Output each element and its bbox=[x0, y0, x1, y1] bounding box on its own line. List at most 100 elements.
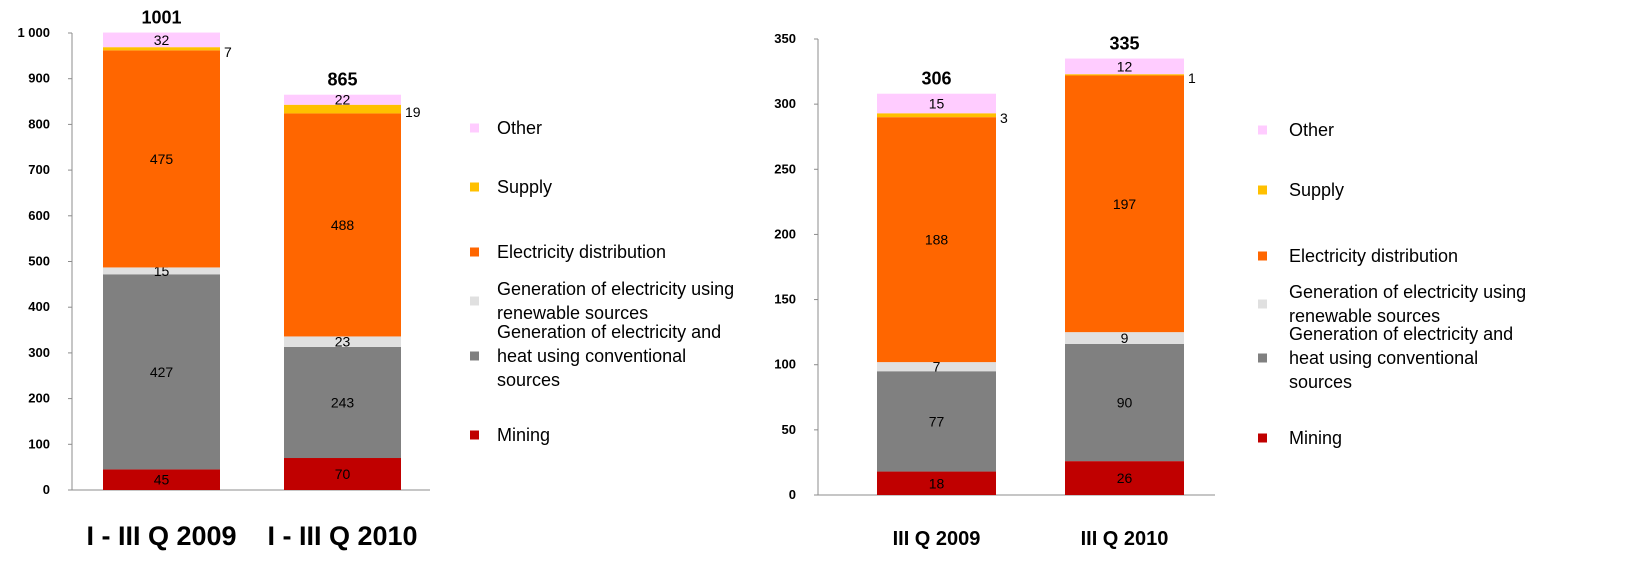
legend-swatch-generation-of-electricity-using-renewable-sources bbox=[1258, 299, 1267, 309]
legend-swatch-generation-of-electricity-using-renewable-sources bbox=[470, 296, 479, 306]
legend-label: renewable sources bbox=[497, 303, 648, 323]
y-tick-label: 800 bbox=[28, 116, 50, 131]
data-label: 26 bbox=[1117, 470, 1133, 486]
bar-segment-electricity-distribution bbox=[877, 117, 996, 363]
y-tick-label: 600 bbox=[28, 208, 50, 223]
legend-label: renewable sources bbox=[1289, 306, 1440, 326]
bar-segment-generation-of-electricity-and-heat-using-conventional-sources bbox=[877, 371, 996, 472]
category-label: III Q 2010 bbox=[1081, 528, 1169, 550]
legend-swatch-generation-of-electricity-and-heat-using-conventional-sources bbox=[470, 351, 479, 361]
data-label: 475 bbox=[150, 151, 174, 167]
total-label: 335 bbox=[1109, 34, 1139, 54]
total-label: 865 bbox=[327, 70, 357, 90]
data-label: 22 bbox=[335, 92, 351, 108]
data-label: 427 bbox=[150, 364, 174, 380]
data-label: 18 bbox=[929, 475, 945, 491]
bar-segment-supply bbox=[103, 47, 220, 51]
legend-swatch-other bbox=[1258, 125, 1267, 135]
legend-label: Generation of electricity and bbox=[497, 322, 721, 342]
bar-segment-supply bbox=[877, 113, 996, 118]
bar-segment-generation-of-electricity-and-heat-using-conventional-sources bbox=[284, 346, 401, 459]
bar-segment-mining bbox=[103, 469, 220, 490]
bar-segment-generation-of-electricity-and-heat-using-conventional-sources bbox=[103, 274, 220, 470]
data-label: 19 bbox=[405, 104, 421, 120]
data-label: 7 bbox=[224, 44, 232, 60]
data-label: 188 bbox=[925, 232, 949, 248]
category-label: I - III Q 2009 bbox=[86, 521, 236, 551]
data-label: 488 bbox=[331, 217, 355, 233]
bar-segment-other bbox=[103, 32, 220, 48]
bar-segment-other bbox=[877, 93, 996, 114]
legend-swatch-generation-of-electricity-and-heat-using-conventional-sources bbox=[1258, 353, 1267, 363]
bar-segment-generation-of-electricity-using-renewable-sources bbox=[284, 336, 401, 347]
data-label: 32 bbox=[154, 32, 170, 48]
legend-label: Mining bbox=[497, 425, 550, 445]
legend-swatch-supply bbox=[470, 182, 479, 192]
bar-segment-generation-of-electricity-using-renewable-sources bbox=[877, 362, 996, 372]
legend-label: Other bbox=[497, 118, 542, 138]
legend-label: Supply bbox=[1289, 180, 1344, 200]
data-label: 15 bbox=[929, 95, 945, 111]
legend-label: Mining bbox=[1289, 428, 1342, 448]
y-tick-label: 0 bbox=[43, 482, 50, 497]
data-label: 45 bbox=[154, 472, 170, 488]
data-label: 1 bbox=[1188, 70, 1196, 86]
bar-segment-generation-of-electricity-and-heat-using-conventional-sources bbox=[1065, 343, 1184, 462]
data-label: 3 bbox=[1000, 110, 1008, 126]
legend-label: heat using conventional bbox=[1289, 348, 1478, 368]
data-label: 77 bbox=[929, 413, 945, 429]
legend-label: Other bbox=[1289, 120, 1334, 140]
legend-label: Electricity distribution bbox=[1289, 246, 1458, 266]
y-tick-label: 0 bbox=[789, 487, 796, 502]
bar-segment-other bbox=[284, 94, 401, 105]
y-tick-label: 300 bbox=[28, 345, 50, 360]
y-tick-label: 200 bbox=[774, 226, 796, 241]
y-tick-label: 700 bbox=[28, 162, 50, 177]
y-tick-label: 250 bbox=[774, 161, 796, 176]
y-tick-label: 900 bbox=[28, 71, 50, 86]
legend-label: Supply bbox=[497, 177, 552, 197]
legend-swatch-other bbox=[470, 123, 479, 133]
legend-swatch-supply bbox=[1258, 185, 1267, 195]
bar-segment-mining bbox=[284, 458, 401, 490]
bar-segment-generation-of-electricity-using-renewable-sources bbox=[103, 267, 220, 275]
legend-swatch-electricity-distribution bbox=[470, 247, 479, 257]
data-label: 243 bbox=[331, 394, 355, 410]
data-label: 9 bbox=[1121, 330, 1129, 346]
legend-label: heat using conventional bbox=[497, 346, 686, 366]
legend-label: Generation of electricity and bbox=[1289, 324, 1513, 344]
y-tick-label: 100 bbox=[774, 357, 796, 372]
y-tick-label: 50 bbox=[782, 422, 796, 437]
bar-segment-mining bbox=[1065, 461, 1184, 495]
bar-segment-generation-of-electricity-using-renewable-sources bbox=[1065, 332, 1184, 344]
y-tick-label: 100 bbox=[28, 436, 50, 451]
y-tick-label: 300 bbox=[774, 96, 796, 111]
bar-segment-supply bbox=[284, 104, 401, 114]
bar-segment-supply bbox=[1065, 74, 1184, 76]
legend-label: sources bbox=[1289, 372, 1352, 392]
y-tick-label: 1 000 bbox=[17, 25, 50, 40]
legend-swatch-mining bbox=[1258, 433, 1267, 443]
legend-swatch-electricity-distribution bbox=[1258, 251, 1267, 261]
y-tick-label: 500 bbox=[28, 254, 50, 269]
bar-segment-electricity-distribution bbox=[284, 113, 401, 337]
bar-segment-mining bbox=[877, 471, 996, 495]
total-label: 306 bbox=[921, 69, 951, 89]
bar-segment-electricity-distribution bbox=[103, 50, 220, 268]
y-tick-label: 350 bbox=[774, 31, 796, 46]
category-label: I - III Q 2010 bbox=[267, 521, 417, 551]
data-label: 90 bbox=[1117, 394, 1133, 410]
bar-segment-other bbox=[1065, 58, 1184, 75]
data-label: 7 bbox=[933, 359, 941, 375]
legend-label: Electricity distribution bbox=[497, 242, 666, 262]
data-label: 23 bbox=[335, 334, 351, 350]
y-tick-label: 200 bbox=[28, 391, 50, 406]
data-label: 12 bbox=[1117, 58, 1133, 74]
legend-swatch-mining bbox=[470, 430, 479, 440]
total-label: 1001 bbox=[141, 8, 181, 28]
data-label: 70 bbox=[335, 466, 351, 482]
legend-label: sources bbox=[497, 370, 560, 390]
